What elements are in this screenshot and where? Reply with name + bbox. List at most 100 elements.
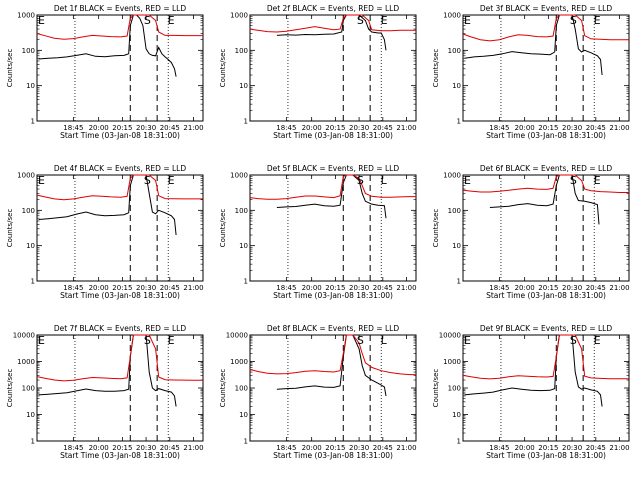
region-label: E	[464, 14, 471, 27]
y-tick-label: 1	[244, 278, 248, 286]
y-tick-label: 1	[31, 278, 35, 286]
y-tick-label: 1	[244, 438, 248, 446]
plot-frame	[249, 174, 417, 282]
x-tick-label: 20:45	[160, 284, 180, 292]
series-lld-line	[36, 334, 203, 382]
x-axis-label: Start Time (03-Jan-08 18:31:00)	[60, 131, 180, 140]
y-tick-label: 10000	[439, 332, 461, 340]
x-tick-label: 20:45	[160, 124, 180, 132]
detector-panel-8: Det 8f BLACK = Events, RED = LLD 1 10 100 10…	[219, 324, 417, 460]
y-tick-label: 100	[22, 47, 35, 55]
region-label: L	[381, 174, 388, 187]
x-tick-label: 18:45	[63, 444, 83, 452]
x-tick-label: 20:45	[586, 284, 606, 292]
x-tick-label: 20:45	[373, 124, 393, 132]
y-tick-label: 100	[448, 385, 461, 393]
region-label: E	[464, 174, 471, 187]
y-tick-label: 100	[448, 207, 461, 215]
region-label: S	[357, 334, 364, 347]
region-label: E	[594, 334, 601, 347]
y-tick-label: 10	[26, 82, 35, 90]
region-label: S	[144, 14, 151, 27]
x-axis-label: Start Time (03-Jan-08 18:31:00)	[273, 131, 393, 140]
y-tick-label: 100	[235, 47, 248, 55]
x-tick-label: 20:15	[325, 284, 345, 292]
region-label: E	[38, 174, 45, 187]
series-lld-line	[462, 334, 629, 380]
y-tick-label: 10	[239, 242, 248, 250]
region-label: S	[144, 334, 151, 347]
x-tick-label: 20:45	[586, 444, 606, 452]
y-tick-label: 1000	[17, 172, 35, 180]
x-axis-label: Start Time (03-Jan-08 18:31:00)	[486, 451, 606, 460]
detector-panel-7: Det 7f BLACK = Events, RED = LLD 1 10 100 10…	[6, 324, 204, 460]
x-axis-label: Start Time (03-Jan-08 18:31:00)	[60, 451, 180, 460]
x-tick-label: 20:30	[349, 284, 369, 292]
series-events-line	[38, 174, 177, 236]
series-events-line	[38, 14, 177, 77]
plot-frame	[249, 334, 417, 442]
y-tick-label: 10	[26, 242, 35, 250]
x-tick-label: 20:30	[562, 444, 582, 452]
y-tick-label: 100	[22, 385, 35, 393]
panel-title: Det 6f BLACK = Events, RED = LLD	[480, 164, 613, 173]
region-label: E	[38, 14, 45, 27]
x-tick-label: 20:15	[325, 444, 345, 452]
panel-title: Det 2f BLACK = Events, RED = LLD	[267, 4, 400, 13]
x-tick-label: 18:45	[276, 444, 296, 452]
series-events-line	[464, 14, 603, 76]
x-tick-label: 20:45	[373, 284, 393, 292]
x-axis-label: Start Time (03-Jan-08 18:31:00)	[273, 451, 393, 460]
x-tick-label: 20:00	[89, 284, 109, 292]
x-tick-label: 20:45	[160, 444, 180, 452]
y-tick-label: 1000	[443, 12, 461, 20]
y-tick-label: 1000	[17, 358, 35, 366]
y-tick-label: 100	[22, 207, 35, 215]
y-tick-label: 100	[448, 47, 461, 55]
x-tick-label: 21:00	[609, 444, 629, 452]
x-tick-label: 20:30	[136, 444, 156, 452]
x-tick-label: 18:45	[276, 124, 296, 132]
y-axis-label: Counts/sec	[432, 209, 440, 248]
region-label: E	[464, 334, 471, 347]
detector-panel-6: Det 6f BLACK = Events, RED = LLD 1 10 100 10…	[432, 164, 630, 300]
x-tick-label: 18:45	[489, 444, 509, 452]
y-tick-label: 1000	[17, 12, 35, 20]
y-tick-label: 1000	[230, 358, 248, 366]
y-tick-label: 1	[457, 278, 461, 286]
x-tick-label: 20:30	[136, 284, 156, 292]
series-events-line	[464, 334, 603, 407]
y-axis-label: Counts/sec	[432, 369, 440, 408]
panel-title: Det 3f BLACK = Events, RED = LLD	[480, 4, 613, 13]
x-tick-label: 18:45	[276, 284, 296, 292]
x-tick-label: 20:00	[302, 284, 322, 292]
region-label: E	[38, 334, 45, 347]
region-label: E	[168, 14, 175, 27]
panel-title: Det 4f BLACK = Events, RED = LLD	[54, 164, 187, 173]
x-tick-label: 21:00	[183, 444, 203, 452]
x-tick-label: 20:15	[538, 284, 558, 292]
detector-panel-3: Det 3f BLACK = Events, RED = LLD 1 10 100 10…	[432, 4, 630, 140]
x-tick-label: 20:15	[112, 284, 132, 292]
series-lld-line	[249, 14, 416, 33]
x-tick-label: 21:00	[609, 124, 629, 132]
detector-panel-2: Det 2f BLACK = Events, RED = LLD 1 10 100 10…	[219, 4, 417, 140]
y-axis-label: Counts/sec	[219, 49, 227, 88]
y-tick-label: 1	[244, 118, 248, 126]
x-tick-label: 21:00	[396, 284, 416, 292]
plot-frame	[36, 14, 204, 122]
y-axis-label: Counts/sec	[6, 209, 14, 248]
y-tick-label: 1000	[230, 12, 248, 20]
y-tick-label: 1000	[443, 172, 461, 180]
detector-panel-1: Det 1f BLACK = Events, RED = LLD 1 10 100 10…	[6, 4, 204, 140]
plot-frame	[462, 14, 630, 122]
region-label: E	[594, 14, 601, 27]
region-label: E	[168, 334, 175, 347]
y-tick-label: 10	[239, 82, 248, 90]
y-tick-label: 10	[452, 411, 461, 419]
panel-title: Det 9f BLACK = Events, RED = LLD	[480, 324, 613, 333]
x-tick-label: 20:30	[349, 444, 369, 452]
region-label: E	[594, 174, 601, 187]
